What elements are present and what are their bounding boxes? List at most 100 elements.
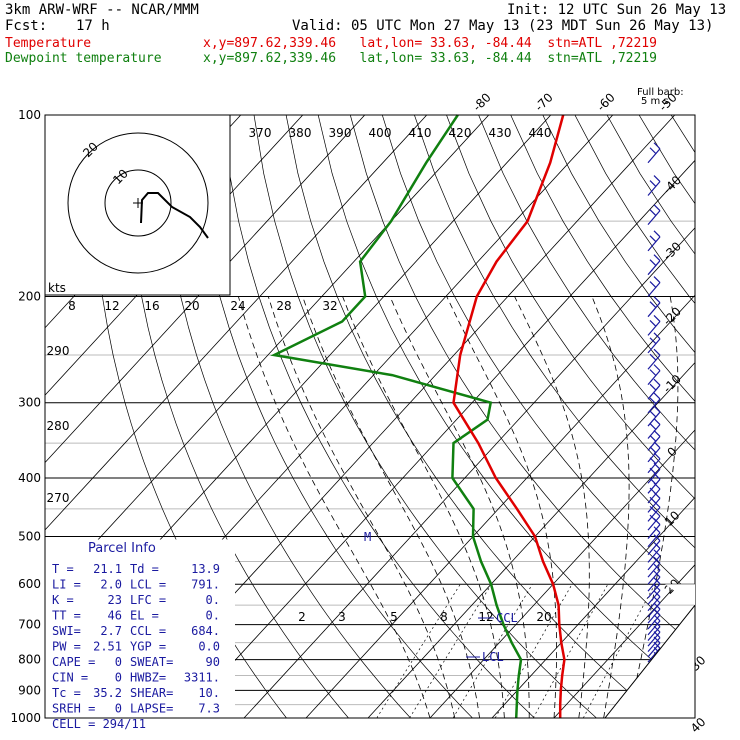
wind-barb-flag [649, 209, 657, 217]
wind-barb [647, 142, 661, 164]
wind-barb-staff [647, 236, 661, 252]
dry-adiabat [574, 115, 695, 305]
wind-barb-staff [647, 637, 661, 652]
wind-barb-staff [647, 210, 661, 226]
wind-barb-staff [647, 424, 661, 439]
isotherm-line [553, 564, 695, 718]
wind-barb-flag [653, 254, 661, 262]
wind-barb-flag [649, 147, 657, 155]
wind-barb-flag [653, 577, 661, 585]
wind-barb-flag [653, 625, 661, 633]
dry-adiabat [414, 115, 695, 549]
wind-barb-flag [649, 423, 657, 430]
wind-barb-flag [653, 364, 661, 372]
wind-barb-flag [653, 620, 661, 627]
wind-barb-staff [647, 260, 661, 276]
wind-barb-staff [647, 447, 661, 463]
parcel-info-value: 35.2 [93, 686, 122, 700]
wind-barb [647, 596, 661, 618]
wind-barb-flag [649, 281, 657, 288]
wind-barb-staff [647, 302, 661, 318]
parcel-info-value: 3311. [184, 671, 220, 685]
wind-barb-staff [647, 468, 661, 484]
wind-barb-flag [653, 441, 661, 449]
wind-barb-staff [647, 602, 661, 618]
wind-barb-staff [647, 626, 661, 641]
wind-barb [647, 418, 661, 439]
parcel-info-key: HWBZ= [130, 671, 166, 685]
wind-barb-staff [647, 436, 661, 451]
wind-barb-staff [647, 576, 661, 592]
parcel-info-key: T = [52, 562, 74, 576]
parcel-info-key: TT = [52, 609, 81, 623]
wind-barb-staff [647, 540, 661, 556]
theta-label: 430 [489, 126, 512, 140]
wind-barb [647, 526, 661, 548]
wind-barb [647, 332, 661, 354]
annotations: CCL LCL M [364, 530, 518, 664]
wind-barb-flag [653, 405, 661, 413]
dry-adiabat [703, 115, 740, 718]
theta-label: 400 [369, 126, 392, 140]
wind-barb-flag [653, 348, 661, 356]
parcel-info-value: 2.7 [100, 624, 122, 638]
parcel-info-key: LFC = [130, 593, 166, 607]
wind-barb-flag [653, 204, 661, 212]
parcel-info-key: Tc = [52, 686, 81, 700]
wind-barb-staff [647, 338, 661, 354]
wind-barb-staff [647, 370, 661, 386]
mixing-ratio-label: 32 [322, 299, 337, 313]
wind-barb-flag [653, 563, 661, 571]
dry-adiabat [510, 115, 695, 402]
wind-barb-flag [653, 636, 661, 644]
wind-barb-flag [649, 369, 657, 377]
m-marker: M [364, 530, 371, 544]
wind-barb-flag [653, 276, 661, 283]
wind-barb-flag [649, 435, 657, 442]
parcel-info-key: Td = [130, 562, 159, 576]
wind-barb-staff [647, 497, 661, 513]
moist-adiabat [628, 296, 679, 718]
mixing-ratio-label: 12 [478, 610, 493, 624]
wind-barb-flag [653, 392, 661, 400]
mixing-ratio-label: 8 [68, 299, 76, 313]
isotherm-line [181, 159, 695, 718]
pressure-tick-label: 1000 [10, 711, 41, 725]
wind-barb [647, 541, 661, 563]
wind-barb-flag [653, 430, 661, 437]
isotherm-label: 0 [665, 444, 680, 459]
wind-barb [647, 364, 661, 386]
isotherm-line [367, 361, 695, 718]
wind-barb-staff [647, 354, 661, 370]
pressure-tick-label: 300 [18, 396, 41, 410]
wind-barb-staff [647, 620, 661, 636]
parcel-info-value: 90 [206, 655, 220, 669]
wind-barb-flag [653, 418, 661, 425]
dry-adiabat [542, 115, 695, 354]
wind-barb [647, 534, 661, 556]
wind-barb-staff [647, 642, 661, 658]
wind-barb [647, 175, 661, 196]
wind-barb-staff [647, 458, 661, 474]
wind-barb [647, 625, 661, 647]
wind-barb [647, 462, 661, 484]
mixing-ratio-label: 20 [536, 610, 551, 624]
wind-barb [647, 614, 661, 636]
parcel-info-key: PW = [52, 640, 81, 654]
mixing-ratio-label: 3 [338, 610, 346, 624]
diagram-grid [45, 115, 740, 718]
parcel-info-value: 2.51 [93, 640, 122, 654]
wind-barb-flag [653, 296, 661, 304]
mixing-ratio-label: 16 [144, 299, 159, 313]
wind-barb [647, 378, 661, 400]
wind-barb [647, 608, 661, 630]
full-barb-label: Full barb: [637, 87, 684, 98]
wind-barb [647, 430, 661, 451]
isotherm-label: -20 [660, 304, 684, 328]
wind-barb-staff [647, 488, 661, 504]
pressure-tick-label: 900 [18, 683, 41, 697]
moist-adiabat [267, 296, 456, 718]
mixing-ratio-label: 12 [104, 299, 119, 313]
parcel-info-key: LI = [52, 578, 81, 592]
